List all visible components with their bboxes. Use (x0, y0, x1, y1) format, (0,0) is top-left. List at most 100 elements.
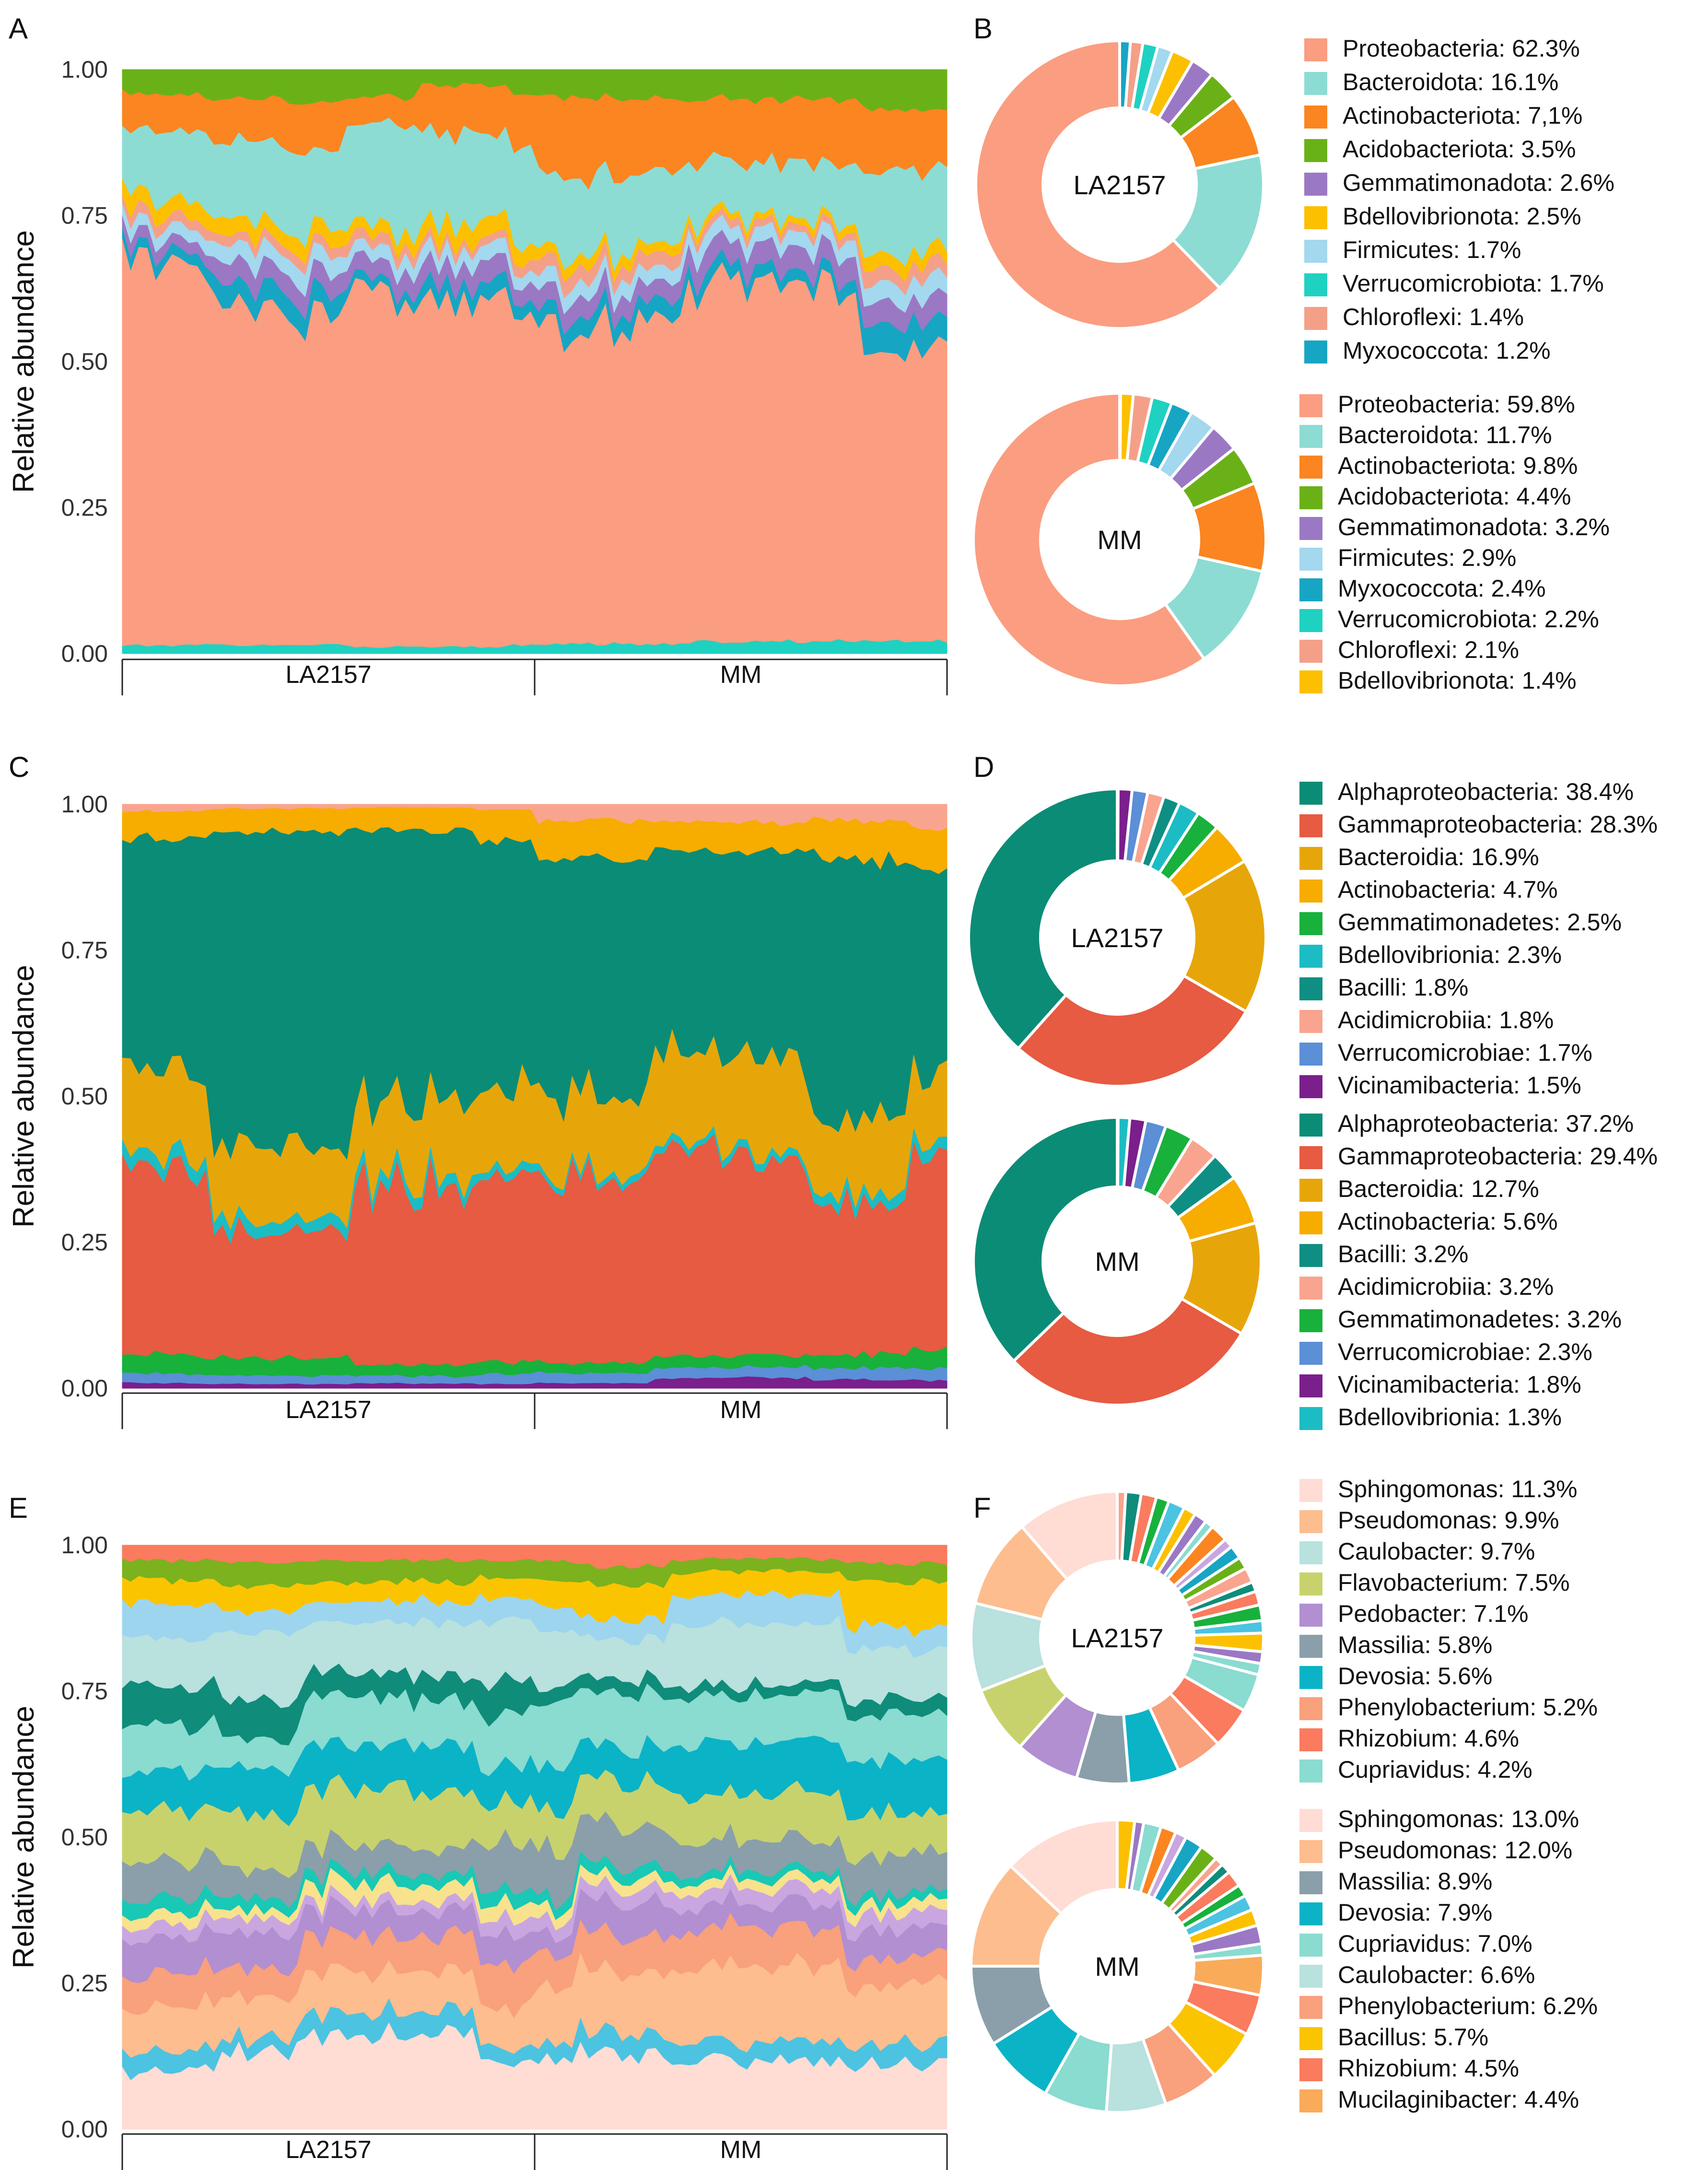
legend-entry: Cupriavidus: 4.2% (1338, 1756, 1533, 1783)
legend-swatch (1299, 1934, 1322, 1957)
y-axis-label: Relative abundance (7, 1706, 40, 1969)
legend-swatch (1299, 1043, 1322, 1066)
donut-panel-d: D LA2157 Alphaproteobacteria: 38.4% Gammapr… (967, 751, 1658, 1431)
legend-swatch (1299, 1965, 1322, 1988)
legend-entry: Massilia: 5.8% (1338, 1631, 1492, 1658)
legend-entry: Verrucomicrobiota: 1.7% (1343, 270, 1604, 297)
legend-swatch (1304, 340, 1327, 364)
legend-entry: Myxococcota: 2.4% (1338, 575, 1546, 602)
legend-entry: Bacteroidota: 16.1% (1343, 69, 1558, 95)
y-tick-label: 1.00 (61, 56, 108, 83)
y-tick-label: 1.00 (61, 791, 108, 818)
legend-entry: Myxococcota: 1.2% (1343, 337, 1551, 364)
donut-slice-sphingomonas (1008, 1818, 1119, 1916)
legend-entry: Flavobacterium: 7.5% (1338, 1569, 1570, 1596)
legend-entry: Firmicutes: 2.9% (1338, 544, 1516, 571)
legend-swatch (1299, 1902, 1322, 1925)
y-axis-label: Relative abundance (7, 230, 40, 493)
legend-swatch (1299, 814, 1322, 837)
legend-swatch (1299, 486, 1322, 509)
area-chart-panel-e: 0.00 0.25 0.50 0.75 1.00 Relative abundance LA… (7, 1492, 948, 2170)
legend-swatch (1299, 1342, 1322, 1365)
donut-center-label: MM (1095, 1951, 1139, 1982)
legend-swatch (1299, 1114, 1322, 1137)
legend-entry: Proteobacteria: 62.3% (1343, 35, 1580, 62)
legend-entry: Gemmatimonadota: 2.6% (1343, 169, 1614, 196)
donut-slice-bacteroidota (1171, 153, 1265, 290)
legend-swatch (1304, 307, 1327, 330)
legend-entry: Cupriavidus: 7.0% (1338, 1930, 1533, 1957)
legend-swatch (1299, 456, 1322, 479)
legend-entry: Firmicutes: 1.7% (1343, 236, 1521, 263)
legend-swatch (1299, 2027, 1322, 2050)
legend-entry: Gemmatimonadota: 3.2% (1338, 514, 1610, 540)
panel-label: D (973, 751, 994, 783)
donut-slice-alphaproteobacteria (972, 1115, 1119, 1363)
legend-swatch (1299, 548, 1322, 571)
legend-swatch (1299, 1759, 1322, 1783)
legend-entry: Devosia: 7.9% (1338, 1899, 1492, 1926)
donut-center-label: MM (1095, 1246, 1139, 1277)
legend-entry: Vicinamibacteria: 1.8% (1338, 1371, 1581, 1398)
legend-entry: Gammaproteobacteria: 29.4% (1338, 1143, 1658, 1170)
legend-entry: Bacteroidota: 11.7% (1338, 422, 1552, 448)
legend-swatch (1304, 106, 1327, 129)
legend-entry: Actinobacteriota: 7,1% (1343, 102, 1582, 129)
legend-swatch (1299, 1075, 1322, 1098)
area-layer-verrucomicrobiota (122, 639, 948, 654)
donut-slice-sphingomonas (1019, 1490, 1119, 1582)
y-tick-label: 0.75 (61, 202, 108, 229)
legend-swatch (1299, 1635, 1322, 1658)
area-layer-vicinamibacteria (122, 1376, 948, 1389)
legend-swatch (1299, 1541, 1322, 1564)
y-tick-label: 0.25 (61, 1229, 108, 1256)
legend-entry: Gammaproteobacteria: 28.3% (1338, 811, 1658, 838)
legend-entry: Proteobacteria: 59.8% (1338, 391, 1575, 418)
legend-entry: Massilia: 8.9% (1338, 1868, 1492, 1895)
legend-entry: Pseudomonas: 9.9% (1338, 1507, 1559, 1534)
legend-entry: Actinobacteria: 4.7% (1338, 876, 1558, 903)
legend-entry: Rhizobium: 4.6% (1338, 1725, 1519, 1752)
legend-swatch (1299, 1277, 1322, 1300)
x-group-label: LA2157 (285, 2136, 371, 2164)
legend-entry: Bdellovibrionia: 1.3% (1338, 1404, 1562, 1431)
legend-swatch (1304, 38, 1327, 61)
legend-swatch (1299, 640, 1322, 663)
donut-center-label: LA2157 (1071, 1623, 1163, 1653)
y-tick-label: 0.25 (61, 1970, 108, 1997)
legend-swatch (1299, 847, 1322, 870)
legend-entry: Verrucomicrobiae: 1.7% (1338, 1039, 1592, 1066)
legend-swatch (1299, 1604, 1322, 1627)
legend-entry: Acidobacteriota: 3.5% (1343, 136, 1576, 163)
legend-entry: Acidobacteriota: 4.4% (1338, 483, 1571, 510)
legend-swatch (1299, 670, 1322, 693)
donut-panel-b: B LA2157 Proteobacteria: 62.3% Bacteroidota… (971, 12, 1614, 694)
legend-entry: Chloroflexi: 1.4% (1343, 304, 1524, 330)
legend-swatch (1299, 880, 1322, 903)
legend-swatch (1299, 1244, 1322, 1267)
legend-swatch (1299, 1697, 1322, 1720)
legend-entry: Gemmatimonadetes: 3.2% (1338, 1306, 1622, 1333)
panel-label: B (973, 12, 993, 45)
legend-entry: Bacillus: 5.7% (1338, 2024, 1488, 2051)
legend-entry: Pedobacter: 7.1% (1338, 1600, 1529, 1627)
legend-entry: Bdellovibrionia: 2.3% (1338, 941, 1562, 968)
donut-center-label: MM (1097, 525, 1142, 555)
donut-slice-bacteroidia (1181, 859, 1267, 1014)
x-group-label: MM (720, 1396, 762, 1424)
legend-swatch (1304, 240, 1327, 263)
legend-entry: Bdellovibrionota: 2.5% (1343, 203, 1581, 230)
panel-label: F (973, 1492, 991, 1524)
legend-swatch (1299, 1840, 1322, 1863)
donut-slice-proteobacteria (974, 39, 1222, 330)
legend-entry: Sphingomonas: 13.0% (1338, 1806, 1579, 1832)
y-axis-label: Relative abundance (7, 965, 40, 1228)
legend-swatch (1299, 977, 1322, 1000)
legend-swatch (1299, 1479, 1322, 1502)
y-tick-label: 0.50 (61, 1824, 108, 1851)
legend-swatch (1299, 782, 1322, 805)
donut-slice-bacteroidia (1179, 1221, 1263, 1336)
legend-swatch (1299, 1572, 1322, 1595)
legend-swatch (1304, 139, 1327, 162)
